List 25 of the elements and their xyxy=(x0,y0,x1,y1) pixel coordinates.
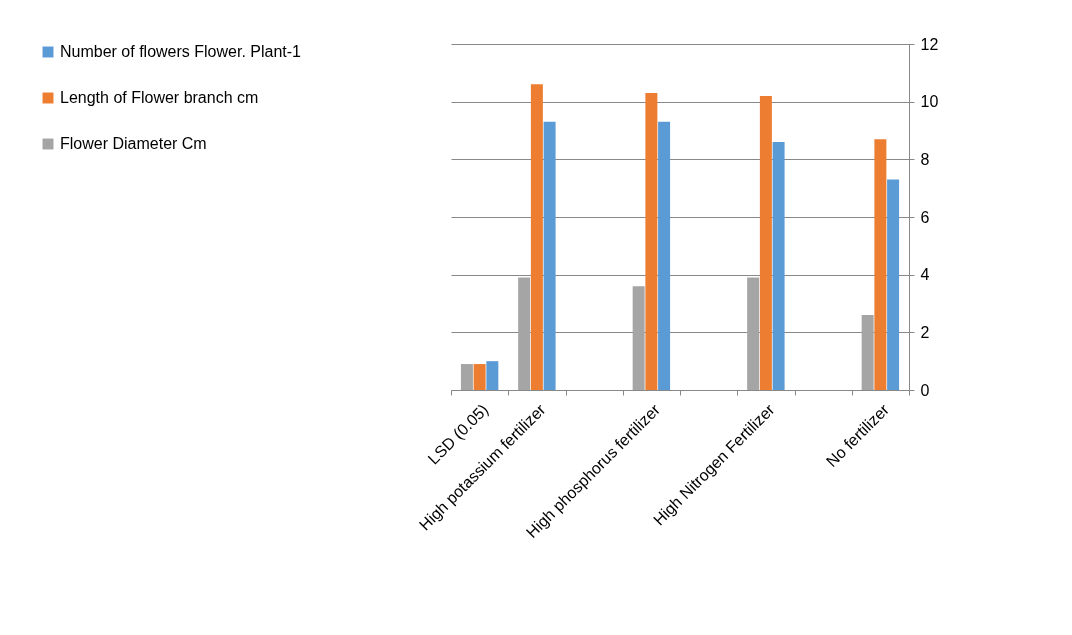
y-tick-label: 12 xyxy=(920,35,939,53)
bar xyxy=(861,315,874,390)
legend-label: Number of flowers Flower. Plant-1 xyxy=(60,43,302,60)
bar xyxy=(759,95,772,390)
bar xyxy=(772,142,785,390)
bar xyxy=(658,121,671,390)
y-tick-label: 0 xyxy=(920,381,930,399)
bar xyxy=(645,93,658,390)
bar xyxy=(747,277,760,390)
bar xyxy=(887,179,900,390)
bar xyxy=(530,84,543,390)
bar xyxy=(473,364,486,390)
y-tick-label: 2 xyxy=(920,323,930,341)
y-tick-label: 8 xyxy=(920,150,930,168)
y-tick-label: 6 xyxy=(920,208,930,226)
bar xyxy=(486,361,499,390)
bar xyxy=(518,277,531,390)
y-tick-label: 4 xyxy=(920,266,930,284)
bar xyxy=(874,139,887,390)
legend-label: Flower Diameter Cm xyxy=(60,135,207,152)
bar xyxy=(632,286,645,390)
legend-label: Length of Flower branch cm xyxy=(60,89,259,106)
y-tick-label: 10 xyxy=(920,93,939,111)
bar xyxy=(543,121,556,390)
bar xyxy=(460,364,473,390)
